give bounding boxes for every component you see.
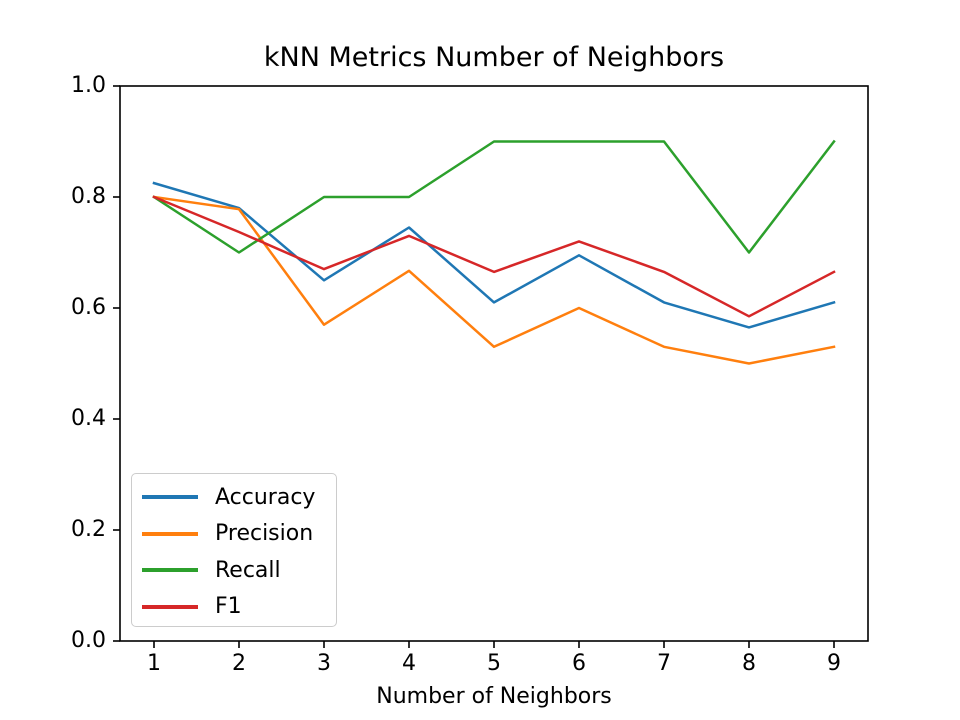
legend-label: Precision <box>215 521 314 547</box>
x-tick-label: 5 <box>487 651 501 676</box>
y-tick-label: 0.6 <box>71 295 106 320</box>
legend-item-accuracy: Accuracy <box>142 479 336 516</box>
x-tick-label: 6 <box>572 651 586 676</box>
y-tick-label: 0.4 <box>71 406 106 431</box>
legend-item-f1: F1 <box>142 589 336 626</box>
x-tick-label: 4 <box>402 651 416 676</box>
legend-label: Accuracy <box>215 484 316 510</box>
x-tick-label: 1 <box>147 651 161 676</box>
y-tick-label: 0.0 <box>71 628 106 653</box>
x-tick-label: 9 <box>827 651 841 676</box>
legend-label: F1 <box>215 594 242 620</box>
series-line-precision <box>152 195 836 365</box>
y-tick-label: 0.2 <box>71 517 106 542</box>
legend-item-precision: Precision <box>142 516 336 553</box>
series-line-accuracy <box>152 181 836 329</box>
y-tick-label: 0.8 <box>71 184 106 209</box>
x-tick-label: 7 <box>657 651 671 676</box>
legend-line-sample <box>142 531 198 536</box>
legend-line-sample <box>142 604 198 609</box>
chart-title: kNN Metrics Number of Neighbors <box>263 42 725 73</box>
legend-line-sample <box>142 568 198 573</box>
y-tick-label: 1.0 <box>71 73 106 98</box>
legend-item-recall: Recall <box>142 552 336 589</box>
x-tick-label: 8 <box>742 651 756 676</box>
x-tick-label: 3 <box>317 651 331 676</box>
legend-label: Recall <box>215 557 281 583</box>
x-axis-label: Number of Neighbors <box>376 684 612 709</box>
series-line-f1 <box>152 195 836 318</box>
legend-line-sample <box>142 495 198 500</box>
series-line-recall <box>152 139 836 254</box>
legend: Accuracy Precision Recall F1 <box>131 473 337 627</box>
x-tick-label: 2 <box>232 651 246 676</box>
